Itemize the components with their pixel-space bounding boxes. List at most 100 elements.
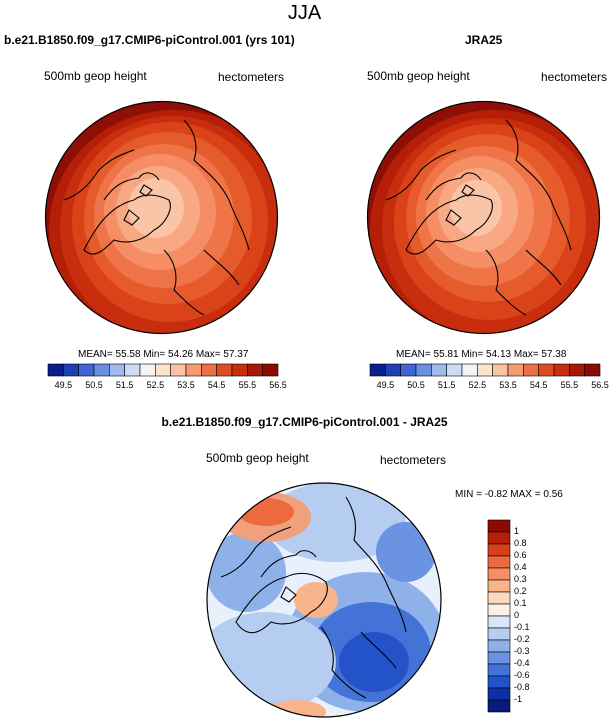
- diff-variable-label: 500mb geop height: [206, 451, 309, 465]
- diff-colorbar-ticks: 1 0.8 0.6 0.4 0.3 0.2 0.1 0 -0.1 -0.2 -0.3 -0.4 -0.6…: [514, 520, 574, 712]
- right-colorbar-ticks: 49.5 50.5 51.5 52.5 53.5 54.5 55.5 56.5: [370, 380, 609, 392]
- colorbar-swatch: [415, 363, 432, 377]
- diff-polar-map: [206, 482, 442, 718]
- diff-band-neg: [376, 522, 436, 582]
- colorbar-swatch: [63, 363, 79, 377]
- colorbar-tick-label: 0.3: [514, 574, 527, 584]
- colorbar-swatch: [487, 615, 511, 629]
- coastline: [320, 626, 367, 699]
- diff-colorbar-swatches: [487, 519, 511, 713]
- colorbar-swatch: [139, 363, 156, 377]
- colorbar-swatch: [216, 363, 233, 377]
- colorbar-swatch: [487, 579, 511, 593]
- colorbar-swatch: [477, 363, 493, 377]
- coastline: [183, 119, 250, 251]
- colorbar-swatch: [170, 363, 187, 377]
- left-units-label: hectometers: [218, 70, 285, 84]
- colorbar-tick-label: 0.2: [514, 586, 527, 596]
- colorbar-tick-label: 0: [514, 610, 520, 620]
- colorbar-tick-label: 52.5: [468, 380, 487, 390]
- colorbar-tick-label: -0.1: [514, 622, 530, 632]
- colorbar-swatch: [461, 363, 478, 377]
- colorbar-swatch: [553, 363, 570, 377]
- colorbar-tick-label: -1: [514, 694, 523, 704]
- coastline: [405, 194, 493, 255]
- diff-panel-title: b.e21.B1850.f09_g17.CMIP6-piControl.001 …: [161, 415, 448, 429]
- colorbar-tick-label: 49.5: [376, 380, 395, 390]
- diff-band-neg: [339, 632, 409, 692]
- left-stats: MEAN= 55.58 Min= 54.26 Max= 57.37: [78, 349, 249, 360]
- colorbar-swatch: [185, 363, 202, 377]
- colorbar-swatch: [492, 363, 509, 377]
- colorbar-tick-label: 51.5: [437, 380, 456, 390]
- coastline: [63, 149, 135, 201]
- colorbar-swatch: [369, 363, 386, 377]
- right-units-label: hectometers: [541, 70, 608, 84]
- coastline: [425, 172, 482, 201]
- colorbar-swatch: [385, 363, 401, 377]
- coastline: [83, 194, 171, 255]
- colorbar-swatch: [262, 363, 279, 377]
- right-polar-map: [366, 100, 601, 335]
- coastline: [525, 249, 562, 286]
- colorbar-swatch: [487, 603, 511, 617]
- coastline: [163, 249, 205, 316]
- colorbar-swatch: [155, 363, 171, 377]
- coastline: [385, 149, 457, 201]
- colorbar-swatch: [584, 363, 601, 377]
- colorbar-swatch: [569, 363, 585, 377]
- colorbar-tick-label: -0.2: [514, 634, 530, 644]
- diff-stats: MIN = -0.82 MAX = 0.56: [455, 489, 563, 500]
- colorbar-tick-label: 56.5: [269, 380, 287, 390]
- coastline: [505, 119, 572, 251]
- coastline: [360, 631, 397, 669]
- left-variable-label: 500mb geop height: [44, 69, 147, 83]
- colorbar-tick-label: 53.5: [177, 380, 195, 390]
- diff-band-neg: [207, 532, 286, 612]
- colorbar-swatch: [507, 363, 524, 377]
- map-boundary: [206, 482, 442, 718]
- colorbar-swatch: [400, 363, 417, 377]
- left-colorbar: [47, 363, 279, 377]
- colorbar-tick-label: 53.5: [499, 380, 517, 390]
- colorbar-tick-label: 0.6: [514, 550, 527, 560]
- colorbar-tick-label: 0.4: [514, 562, 527, 572]
- map-boundary: [44, 100, 279, 335]
- coastline: [103, 172, 160, 201]
- colorbar-swatch: [47, 363, 64, 377]
- coastline: [280, 586, 297, 603]
- colorbar-tick-label: 54.5: [207, 380, 226, 390]
- left-colorbar-swatches: [47, 363, 279, 377]
- colorbar-swatch: [487, 555, 511, 569]
- colorbar-swatch: [231, 363, 248, 377]
- colorbar-tick-label: 55.5: [238, 380, 257, 390]
- colorbar-swatch: [487, 543, 511, 557]
- colorbar-swatch: [487, 591, 511, 605]
- colorbar-tick-label: -0.6: [514, 670, 530, 680]
- coastline: [485, 249, 527, 316]
- left-polar-map: [44, 100, 279, 335]
- map-boundary: [366, 100, 601, 335]
- colorbar-swatch: [78, 363, 95, 377]
- height-band: [450, 180, 502, 236]
- colorbar-swatch: [487, 687, 511, 701]
- colorbar-swatch: [487, 675, 511, 689]
- colorbar-swatch: [124, 363, 141, 377]
- colorbar-tick-label: 50.5: [85, 380, 103, 390]
- colorbar-swatch: [446, 363, 463, 377]
- left-panel-title: b.e21.B1850.f09_g17.CMIP6-piControl.001 …: [4, 33, 295, 47]
- colorbar-tick-label: 49.5: [54, 380, 73, 390]
- right-variable-label: 500mb geop height: [367, 69, 470, 83]
- coastline: [220, 526, 292, 578]
- colorbar-tick-label: 52.5: [146, 380, 165, 390]
- diff-units-label: hectometers: [380, 453, 447, 467]
- colorbar-tick-label: 0.1: [514, 598, 527, 608]
- figure-title: JJA: [287, 2, 322, 24]
- colorbar-swatch: [487, 531, 511, 545]
- colorbar-tick-label: 55.5: [560, 380, 579, 390]
- colorbar-tick-label: 0.8: [514, 538, 527, 548]
- colorbar-swatch: [201, 363, 217, 377]
- colorbar-swatch: [487, 519, 511, 533]
- colorbar-swatch: [487, 639, 511, 653]
- colorbar-tick-label: 51.5: [115, 380, 134, 390]
